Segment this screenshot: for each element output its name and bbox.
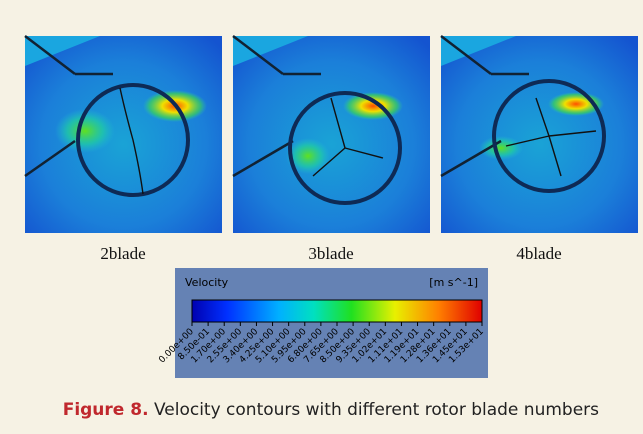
- caption: Figure 8. Velocity contours with differe…: [63, 400, 599, 420]
- panel-label: 3blade: [308, 244, 353, 263]
- colorbar-unit: [m s^-1]: [429, 276, 478, 289]
- contour-panel: [25, 36, 222, 233]
- panel-label: 2blade: [100, 244, 145, 263]
- caption-text: Velocity contours with different rotor b…: [149, 400, 600, 420]
- colorbar-title: Velocity: [185, 276, 229, 289]
- panel-label: 4blade: [516, 244, 561, 263]
- contour-panel: [233, 36, 430, 233]
- caption-label: Figure 8.: [63, 400, 149, 420]
- contour-panel: [441, 36, 638, 233]
- colorbar-gradient: [192, 300, 482, 322]
- figure-page: Velocity [m s^-1] 0.00e+008.50e-011.70e+…: [0, 0, 643, 434]
- figure: Velocity [m s^-1] 0.00e+008.50e-011.70e+…: [0, 0, 643, 434]
